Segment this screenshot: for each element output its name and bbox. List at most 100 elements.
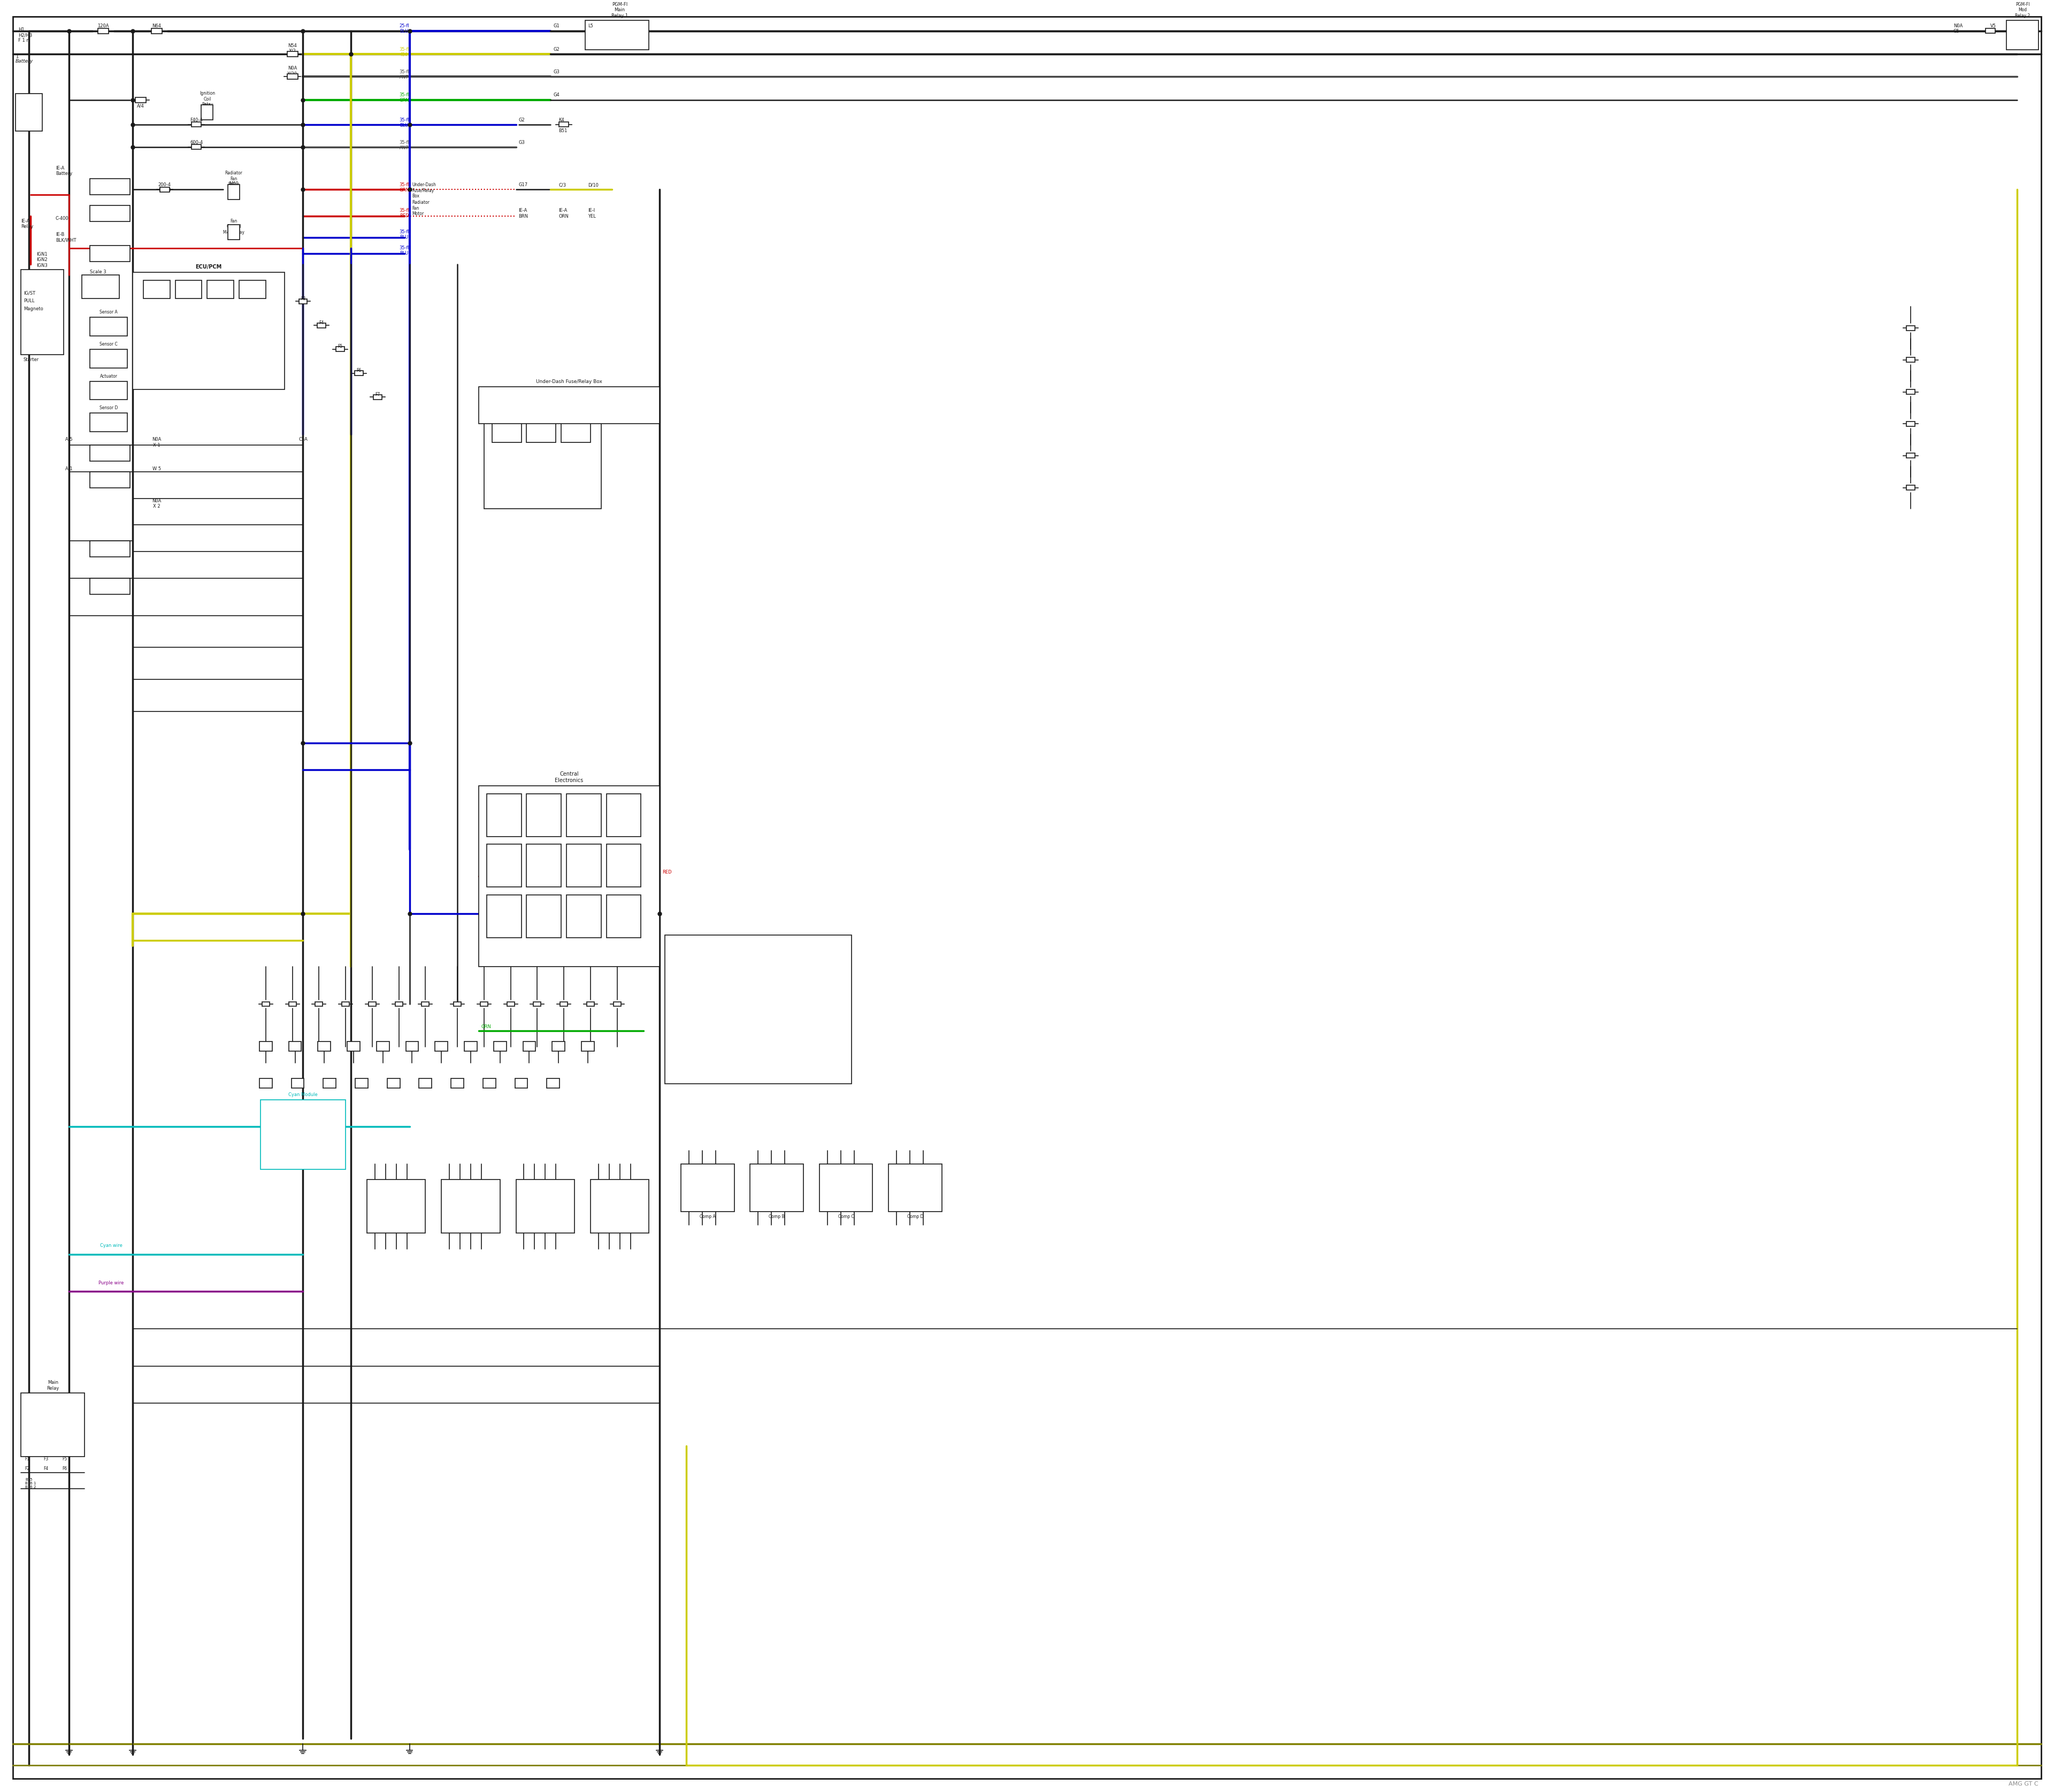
- Text: BLU: BLU: [401, 235, 409, 240]
- Bar: [207, 280, 234, 299]
- Bar: [526, 844, 561, 887]
- Text: F4: F4: [43, 1466, 49, 1471]
- Bar: [487, 894, 522, 937]
- Bar: [90, 414, 127, 432]
- Bar: [485, 414, 602, 509]
- Bar: [479, 787, 659, 968]
- Text: 25-fl: 25-fl: [398, 23, 409, 29]
- Text: PGM-FI
Main
Relay 1: PGM-FI Main Relay 1: [612, 2, 629, 18]
- Text: 35-fl: 35-fl: [398, 229, 409, 235]
- Text: F40-4: F40-4: [191, 118, 203, 122]
- Bar: [136, 97, 146, 102]
- Text: G17: G17: [518, 183, 528, 188]
- Bar: [191, 145, 201, 149]
- Bar: [493, 421, 522, 443]
- Text: Sensor D: Sensor D: [99, 405, 117, 410]
- Bar: [228, 224, 240, 240]
- Bar: [507, 1002, 514, 1005]
- Text: 35-fl: 35-fl: [398, 70, 409, 75]
- Text: N0A
X 2: N0A X 2: [152, 498, 162, 509]
- Text: Radiator
Fan
Relay: Radiator Fan Relay: [226, 170, 242, 186]
- Bar: [386, 1079, 401, 1088]
- Bar: [481, 1002, 487, 1005]
- Bar: [318, 1041, 331, 1050]
- Bar: [134, 272, 283, 389]
- Text: F6: F6: [357, 367, 362, 373]
- Text: L5: L5: [587, 23, 594, 29]
- Bar: [191, 122, 201, 127]
- Bar: [479, 387, 659, 423]
- Bar: [442, 1179, 499, 1233]
- Text: 35-fl: 35-fl: [398, 118, 409, 122]
- Text: GRN: GRN: [481, 1025, 491, 1029]
- Text: F1: F1: [25, 1457, 29, 1462]
- Bar: [567, 894, 602, 937]
- Bar: [292, 1079, 304, 1088]
- Text: F3: F3: [43, 1457, 49, 1462]
- Bar: [606, 894, 641, 937]
- Text: Under-Dash
Fuse/Relay
Box: Under-Dash Fuse/Relay Box: [413, 183, 435, 199]
- Bar: [1906, 326, 1914, 330]
- Text: 1: 1: [16, 54, 18, 59]
- Text: f64: f64: [401, 52, 409, 57]
- Text: Comp A: Comp A: [700, 1215, 715, 1219]
- Text: BLU: BLU: [401, 251, 409, 256]
- Bar: [90, 206, 129, 222]
- Text: GRN: GRN: [398, 188, 409, 194]
- Bar: [559, 122, 569, 127]
- Bar: [228, 185, 240, 199]
- Text: AN7: AN7: [398, 75, 409, 81]
- Text: Actuator: Actuator: [101, 375, 117, 378]
- Text: IE-l
YEL: IE-l YEL: [587, 208, 596, 219]
- Text: N0A
X 1: N0A X 1: [152, 437, 162, 448]
- Bar: [1906, 421, 1914, 426]
- Text: Radiator
Fan
Motor: Radiator Fan Motor: [413, 201, 429, 217]
- Text: Scale 3: Scale 3: [90, 269, 107, 274]
- Text: G3: G3: [518, 140, 526, 145]
- Bar: [314, 1002, 322, 1005]
- Text: G4: G4: [553, 93, 559, 97]
- Bar: [90, 444, 129, 461]
- Text: Sensor A: Sensor A: [101, 310, 117, 315]
- Text: 35-fl: 35-fl: [398, 246, 409, 251]
- Text: AN7: AN7: [398, 145, 409, 151]
- Text: V5: V5: [1990, 23, 1996, 29]
- Text: IE-A
Battery: IE-A Battery: [55, 165, 72, 176]
- Text: N64: N64: [152, 23, 160, 29]
- Text: IGN1
IGN2
IGN3: IGN1 IGN2 IGN3: [37, 253, 47, 267]
- Bar: [587, 1002, 594, 1005]
- Text: Starter: Starter: [23, 357, 39, 362]
- Bar: [526, 894, 561, 937]
- Text: 120A: 120A: [99, 23, 109, 29]
- Text: N0A: N0A: [288, 66, 298, 72]
- Bar: [394, 1002, 403, 1005]
- Bar: [1906, 486, 1914, 489]
- Bar: [175, 280, 201, 299]
- Text: 35-fl: 35-fl: [398, 47, 409, 52]
- Bar: [682, 1163, 733, 1211]
- Bar: [487, 844, 522, 887]
- Text: Battery: Battery: [16, 59, 33, 65]
- Text: A/4-6: A/4-6: [97, 29, 109, 34]
- Text: 200-4: 200-4: [158, 183, 170, 188]
- Text: F7: F7: [376, 392, 380, 396]
- Text: H1
H2/H3: H1 H2/H3: [18, 27, 33, 38]
- Text: N0A: N0A: [1953, 23, 1962, 29]
- Text: Under-Dash Fuse/Relay Box: Under-Dash Fuse/Relay Box: [536, 380, 602, 383]
- Text: PULL: PULL: [23, 299, 35, 303]
- Bar: [750, 1163, 803, 1211]
- Text: F5: F5: [337, 344, 343, 349]
- Bar: [516, 1179, 575, 1233]
- Bar: [288, 52, 298, 56]
- Bar: [589, 1179, 649, 1233]
- Bar: [561, 1002, 567, 1005]
- Text: F3: F3: [300, 296, 306, 301]
- Bar: [160, 186, 168, 192]
- Text: M40: M40: [230, 181, 238, 186]
- Text: IE-B
BLK/WHT: IE-B BLK/WHT: [55, 233, 76, 242]
- Bar: [152, 29, 162, 34]
- Text: Comp C: Comp C: [838, 1215, 854, 1219]
- Bar: [376, 1041, 390, 1050]
- Bar: [421, 1002, 429, 1005]
- Bar: [534, 1002, 540, 1005]
